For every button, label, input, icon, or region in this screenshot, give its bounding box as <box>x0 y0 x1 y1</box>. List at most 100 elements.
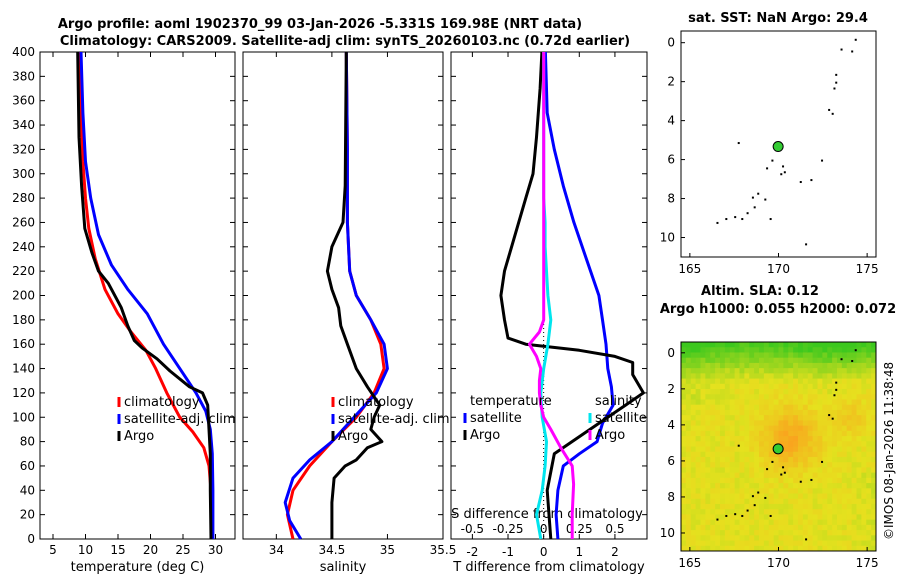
sla-map-heatmap-cell <box>788 409 794 416</box>
sla-map-heatmap-cell <box>817 441 823 447</box>
sla-map-heatmap-cell <box>866 362 872 369</box>
sla-map-heatmap-cell <box>744 415 750 421</box>
sst-map-ytick-label: 2 <box>667 75 675 89</box>
temperature-ytick-label: 80 <box>20 435 35 449</box>
sla-map-heatmap-cell <box>690 535 697 542</box>
sla-map-heatmap-cell <box>749 347 755 353</box>
sla-map-heatmap-cell <box>802 347 809 353</box>
sla-map-heatmap-cell <box>841 347 848 353</box>
sla-map-heatmap-cell <box>720 540 726 547</box>
sla-map-heatmap-cell <box>866 389 872 395</box>
sla-map-heatmap-cell <box>832 456 838 463</box>
sla-map-heatmap-cell <box>856 493 862 500</box>
sla-map-heatmap-cell <box>685 509 692 515</box>
sla-map-heatmap-cell <box>759 347 765 353</box>
sla-map-heatmap-cell <box>768 362 775 369</box>
sla-map-heatmap-cell <box>690 399 697 406</box>
sla-map-heatmap-cell <box>837 462 843 468</box>
sla-map-heatmap-cell <box>749 498 755 505</box>
sla-map-heatmap-cell <box>744 441 750 447</box>
sla-map-heatmap-cell <box>685 451 692 458</box>
salinity-xtick-label: 34.5 <box>319 543 346 557</box>
sla-map-heatmap-cell <box>778 524 784 531</box>
sla-map-heatmap-cell <box>817 483 823 489</box>
temperature-series-satellite-adj-clim <box>79 51 215 539</box>
sla-map-heatmap-cell <box>710 420 716 427</box>
sla-map-heatmap-cell <box>695 477 701 484</box>
sla-map-heatmap-cell <box>763 462 770 468</box>
sla-map-heatmap-cell <box>759 357 765 364</box>
sla-map-heatmap-cell <box>871 357 877 364</box>
sla-map-heatmap-cell <box>759 472 765 479</box>
sla-map-heatmap-cell <box>778 503 784 510</box>
sla-map-heatmap-cell <box>744 483 750 489</box>
sla-map-heatmap-cell <box>817 404 823 411</box>
sla-map-heatmap-cell <box>832 409 838 416</box>
sla-map-heatmap-cell <box>700 409 706 416</box>
sla-map-heatmap-cell <box>749 362 755 369</box>
sla-map-heatmap-cell <box>856 436 862 442</box>
sla-map-heatmap-cell <box>788 477 794 484</box>
sla-map-heatmap-cell <box>768 347 775 353</box>
sla-map-heatmap-cell <box>705 436 711 442</box>
sla-map-heatmap-cell <box>788 430 794 437</box>
sla-map-heatmap-cell <box>851 342 857 348</box>
sla-map-heatmap-cell <box>695 530 701 536</box>
sla-map-heatmap-cell <box>744 436 750 442</box>
sla-map-heatmap-cell <box>681 420 687 427</box>
sla-map-heatmap-cell <box>734 394 740 400</box>
sla-map-heatmap-cell <box>715 389 721 395</box>
sla-map-heatmap-cell <box>793 540 799 547</box>
sla-map-heatmap-cell <box>822 456 828 463</box>
sla-map-heatmap-cell <box>778 456 784 463</box>
sla-map-heatmap-cell <box>705 441 711 447</box>
sla-map-heatmap-cell <box>710 441 716 447</box>
sla-map-heatmap-cell <box>749 509 755 515</box>
sla-map-heatmap-cell <box>788 404 794 411</box>
sla-map-heatmap-cell <box>866 472 872 479</box>
sla-map-heatmap-cell <box>778 394 784 400</box>
sla-map-heatmap-cell <box>739 383 745 390</box>
sla-map-heatmap-cell <box>724 441 731 447</box>
sla-map-heatmap-cell <box>759 467 765 474</box>
sla-map-heatmap-cell <box>827 477 833 484</box>
sla-map-heatmap-cell <box>866 446 872 453</box>
sla-map-heatmap-cell <box>773 347 779 353</box>
sla-map-heatmap-cell <box>744 362 750 369</box>
sla-map-heatmap-cell <box>841 415 848 421</box>
sla-map-heatmap-cell <box>807 451 814 458</box>
sst-map-title: sat. SST: NaN Argo: 29.4 <box>688 11 868 26</box>
sla-map-heatmap-cell <box>783 451 789 458</box>
sla-map-heatmap-cell <box>793 441 799 447</box>
sla-map-heatmap-cell <box>695 462 701 468</box>
sla-map-heatmap-cell <box>837 451 843 458</box>
sla-map-heatmap-cell <box>783 409 789 416</box>
sla-map-heatmap-cell <box>768 540 775 547</box>
difference-x2tick-label: -0.5 <box>461 522 484 536</box>
sla-map-heatmap-cell <box>846 477 853 484</box>
sla-map-heatmap-cell <box>754 415 760 421</box>
sla-map-heatmap-cell <box>695 441 701 447</box>
sla-map-heatmap-cell <box>822 357 828 364</box>
sla-map-heatmap-cell <box>846 467 853 474</box>
sla-map-heatmap-cell <box>846 451 853 458</box>
sla-map-heatmap-cell <box>681 409 687 416</box>
sla-map-heatmap-cell <box>759 545 765 552</box>
sla-map-heatmap-cell <box>837 362 843 369</box>
sla-map-heatmap-cell <box>690 425 697 432</box>
sla-map-heatmap-cell <box>802 540 809 547</box>
difference-legend-temperature-title: temperature <box>470 394 552 409</box>
sla-map-heatmap-cell <box>861 373 867 380</box>
sla-map-heatmap-cell <box>798 362 804 369</box>
sla-map-heatmap-cell <box>681 488 687 495</box>
sla-map-heatmap-cell <box>710 347 716 353</box>
sla-map-coastline-dot <box>771 460 774 463</box>
sla-map-heatmap-cell <box>773 383 779 390</box>
sla-map-heatmap-cell <box>837 436 843 442</box>
sla-map-heatmap-cell <box>685 446 692 453</box>
sla-map-heatmap-cell <box>832 342 838 348</box>
sla-map-coastline-dot <box>780 473 783 476</box>
sla-map-heatmap-cell <box>851 535 857 542</box>
sla-map-heatmap-cell <box>827 540 833 547</box>
sla-map-heatmap-cell <box>754 472 760 479</box>
